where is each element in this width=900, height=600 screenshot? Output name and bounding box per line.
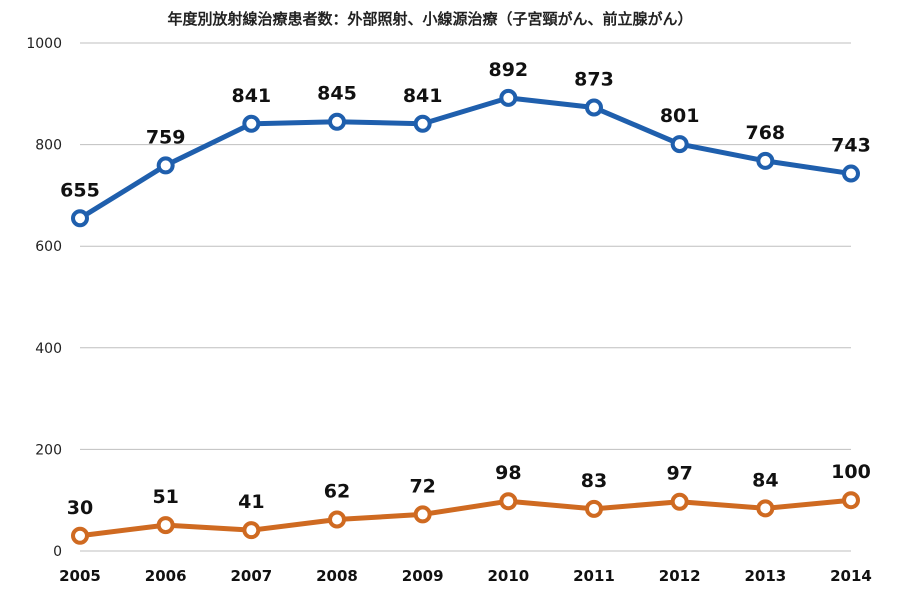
data-label: 30 <box>67 497 93 519</box>
data-point <box>328 112 346 131</box>
data-label: 841 <box>231 85 271 107</box>
data-point <box>842 491 860 510</box>
x-tick-label: 2014 <box>830 567 872 585</box>
data-point <box>71 526 89 545</box>
x-axis-ticks: 2005 2006 2007 2008 2009 2010 2011 2012 2013 2014 <box>59 567 872 585</box>
x-tick-label: 2013 <box>744 567 786 585</box>
data-point <box>328 510 346 529</box>
data-point <box>156 156 175 175</box>
data-label: 41 <box>238 491 264 513</box>
data-label: 100 <box>831 461 871 483</box>
y-tick-label: 400 <box>35 341 62 357</box>
x-tick-label: 2005 <box>59 567 101 585</box>
series-layer <box>71 88 860 545</box>
data-label: 801 <box>660 105 700 127</box>
x-tick-label: 2009 <box>402 567 444 585</box>
y-tick-label: 600 <box>35 239 62 255</box>
data-label: 655 <box>60 179 100 201</box>
data-point <box>242 114 261 133</box>
data-label: 841 <box>403 85 443 107</box>
data-point <box>585 499 603 518</box>
x-tick-label: 2012 <box>659 567 701 585</box>
x-tick-label: 2011 <box>573 567 615 585</box>
data-point <box>842 164 860 183</box>
data-point <box>756 499 775 518</box>
data-label: 873 <box>574 69 614 91</box>
data-label: 97 <box>666 463 692 485</box>
data-label: 83 <box>581 470 607 492</box>
data-point <box>756 151 775 170</box>
data-label: 743 <box>831 135 871 157</box>
data-label: 84 <box>752 469 778 491</box>
data-point <box>242 521 261 540</box>
x-tick-label: 2010 <box>487 567 529 585</box>
x-tick-label: 2008 <box>316 567 358 585</box>
data-point <box>413 114 432 133</box>
data-point <box>499 492 518 511</box>
y-tick-label: 800 <box>35 138 62 154</box>
y-tick-label: 200 <box>35 442 62 458</box>
data-point <box>499 88 518 107</box>
data-label: 72 <box>409 475 435 497</box>
grid-layer <box>80 42 851 552</box>
data-point <box>413 505 432 524</box>
y-tick-label: 0 <box>53 544 62 560</box>
data-point <box>670 135 689 154</box>
data-label: 892 <box>488 59 528 81</box>
x-tick-label: 2006 <box>145 567 187 585</box>
data-label: 98 <box>495 462 521 484</box>
series-line-1 <box>77 95 854 221</box>
data-label: 768 <box>745 122 785 144</box>
data-label: 845 <box>317 83 357 105</box>
data-point <box>71 209 89 228</box>
data-label: 51 <box>152 486 178 508</box>
data-point <box>156 516 175 535</box>
data-label: 759 <box>146 126 186 148</box>
data-label: 62 <box>324 481 350 503</box>
y-tick-label: 1000 <box>26 36 62 52</box>
data-point <box>585 98 603 117</box>
data-point <box>670 492 689 511</box>
series-line-2 <box>77 497 854 539</box>
x-tick-label: 2007 <box>230 567 272 585</box>
data-labels: 655 759 841 845 841 892 873 801 768 743 30 51 41 62 72… <box>60 59 871 519</box>
y-axis-ticks: 0 200 400 600 800 1000 <box>26 36 62 560</box>
chart-title: 年度別放射線治療患者数：外部照射、小線源治療（子宮頸がん、前立腺がん） <box>167 10 692 28</box>
